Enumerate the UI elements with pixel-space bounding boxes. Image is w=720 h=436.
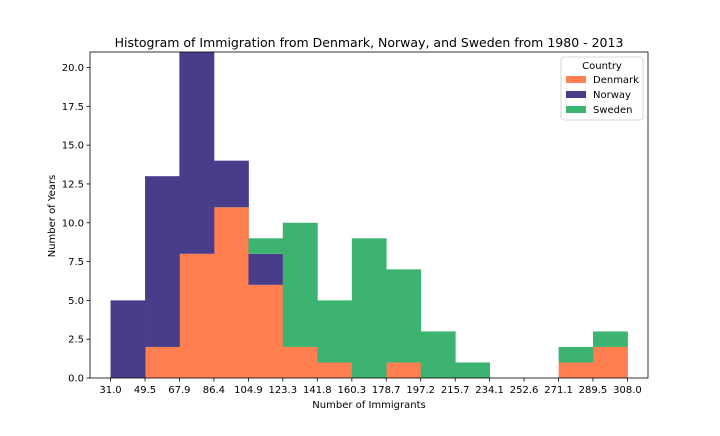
- x-tick-label: 67.9: [168, 385, 190, 396]
- x-tick-label: 234.1: [475, 385, 504, 396]
- legend-label-denmark: Denmark: [593, 75, 639, 86]
- chart-title: Histogram of Immigration from Denmark, N…: [115, 35, 624, 50]
- x-tick-label: 123.3: [268, 385, 297, 396]
- y-tick-label: 20.0: [62, 63, 84, 74]
- x-tick-label: 271.1: [544, 385, 573, 396]
- x-tick-label: 252.6: [510, 385, 539, 396]
- bar-sweden-14: [592, 331, 628, 347]
- y-tick-label: 7.5: [68, 257, 84, 268]
- bar-denmark-3: [213, 207, 249, 378]
- bar-sweden-13: [558, 346, 594, 363]
- x-tick-label: 31.0: [99, 385, 121, 396]
- bar-denmark-2: [179, 253, 215, 378]
- bar-norway-0: [110, 300, 146, 378]
- bar-denmark-1: [145, 346, 180, 378]
- bar-sweden-4: [248, 238, 284, 254]
- y-tick-label: 0.0: [68, 374, 84, 385]
- x-tick-label: 160.3: [338, 385, 367, 396]
- legend-title: Country: [582, 61, 622, 72]
- bar-sweden-8: [386, 269, 422, 363]
- x-tick-label: 141.8: [303, 385, 332, 396]
- x-tick-label: 86.4: [203, 385, 225, 396]
- bar-norway-2: [179, 52, 215, 254]
- plot-frame: [89, 51, 649, 379]
- bar-denmark-8: [386, 362, 422, 378]
- bars-layer: [110, 52, 628, 378]
- legend-box: [560, 56, 644, 121]
- bar-norway-1: [145, 176, 180, 347]
- y-tick-label: 17.5: [62, 102, 84, 113]
- legend-swatch-sweden: [566, 106, 586, 113]
- y-tick-label: 15.0: [62, 141, 84, 152]
- bar-sweden-7: [351, 238, 387, 378]
- bar-sweden-6: [317, 300, 353, 363]
- bar-denmark-13: [558, 362, 594, 378]
- bar-norway-3: [213, 160, 249, 208]
- bar-sweden-10: [455, 362, 490, 378]
- axes-layer: 31.0 49.5 67.9 86.4 104.9 123.3 141.8 160.3 178.…: [62, 51, 649, 396]
- y-tick-label: 12.5: [62, 179, 84, 190]
- y-tick-label: 5.0: [68, 296, 84, 307]
- bar-denmark-6: [317, 362, 353, 378]
- bar-denmark-4: [248, 284, 284, 378]
- x-tick-label: 215.7: [441, 385, 470, 396]
- y-axis-label: Number of Years: [47, 175, 58, 258]
- bar-sweden-9: [420, 331, 456, 378]
- legend-label-sweden: Sweden: [593, 105, 633, 116]
- x-tick-label: 308.0: [613, 385, 642, 396]
- legend-label-norway: Norway: [593, 90, 631, 101]
- bar-denmark-14: [592, 346, 628, 378]
- bar-norway-4: [248, 253, 284, 285]
- x-tick-label: 197.2: [406, 385, 435, 396]
- x-tick-label: 49.5: [134, 385, 156, 396]
- legend: Country Denmark Norway Sweden: [560, 56, 644, 121]
- y-tick-label: 2.5: [68, 335, 84, 346]
- y-tick-label: 10.0: [62, 218, 84, 229]
- x-tick-label: 289.5: [579, 385, 608, 396]
- bar-denmark-5: [282, 346, 318, 378]
- bar-sweden-5: [282, 222, 318, 347]
- legend-swatch-denmark: [566, 76, 586, 83]
- x-axis-label: Number of Immigrants: [312, 400, 425, 411]
- x-tick-label: 104.9: [234, 385, 263, 396]
- x-tick-label: 178.7: [372, 385, 401, 396]
- legend-swatch-norway: [566, 91, 586, 98]
